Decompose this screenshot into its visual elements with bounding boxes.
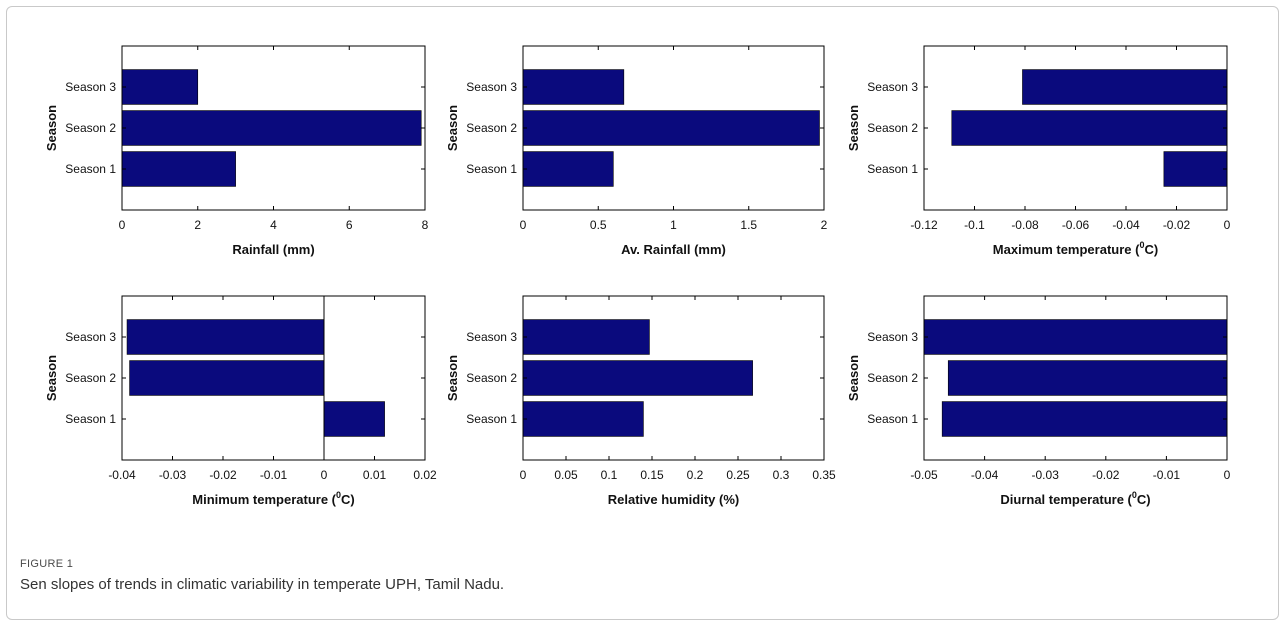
x-tick-label: -0.02 bbox=[1163, 218, 1191, 232]
bar-season-1 bbox=[941, 401, 1228, 437]
x-tick-label: 0 bbox=[1224, 468, 1231, 482]
x-tick-label: 0.1 bbox=[601, 468, 618, 482]
x-tick-label: 0.25 bbox=[726, 468, 750, 482]
x-tick-label: -0.05 bbox=[910, 468, 938, 482]
x-tick-label: -0.04 bbox=[108, 468, 136, 482]
y-axis-title: Season bbox=[846, 355, 861, 401]
x-tick-label: 0 bbox=[119, 218, 126, 232]
x-tick-label: 6 bbox=[346, 218, 353, 232]
y-tick-label: Season 3 bbox=[65, 330, 116, 344]
bar-season-3 bbox=[923, 319, 1228, 355]
x-tick-label: -0.01 bbox=[1153, 468, 1181, 482]
y-tick-label: Season 2 bbox=[466, 121, 517, 135]
chart-panel-6: -0.05 -0.04 -0.03 -0.02 -0.01 0 Season 1 Season… bbox=[846, 295, 1231, 507]
bar-season-2 bbox=[951, 110, 1228, 146]
y-axis-title: Season bbox=[846, 105, 861, 151]
bar-season-1 bbox=[522, 401, 644, 437]
x-tick-label: 2 bbox=[194, 218, 201, 232]
x-tick-label: 0.2 bbox=[687, 468, 704, 482]
x-tick-label: 0.5 bbox=[590, 218, 607, 232]
y-axis-title: Season bbox=[44, 355, 59, 401]
x-axis-title: Av. Rainfall (mm) bbox=[621, 242, 726, 257]
chart-panel-4: -0.04 -0.03 -0.02 -0.01 0 0.01 0.02 Season 1 Sea… bbox=[44, 295, 437, 507]
y-tick-label: Season 2 bbox=[867, 371, 918, 385]
bar-season-1 bbox=[323, 401, 385, 437]
y-tick-label: Season 1 bbox=[867, 162, 918, 176]
figure-frame bbox=[6, 6, 1279, 620]
x-tick-label: -0.08 bbox=[1011, 218, 1039, 232]
x-tick-label: 0.15 bbox=[640, 468, 664, 482]
bar-season-3 bbox=[522, 69, 625, 105]
x-tick-label: -0.06 bbox=[1062, 218, 1090, 232]
bar-season-2 bbox=[129, 360, 325, 396]
bar-season-2 bbox=[522, 360, 753, 396]
bar-season-1 bbox=[121, 151, 236, 187]
x-axis-title: Relative humidity (%) bbox=[608, 492, 739, 507]
x-tick-label: 8 bbox=[422, 218, 429, 232]
bar-season-2 bbox=[121, 110, 422, 146]
x-tick-label: -0.12 bbox=[910, 218, 938, 232]
chart-panel-1: 0 2 4 6 8 Season 1 Season 2 Season 3 Season Rainf… bbox=[44, 45, 429, 257]
x-tick-label: 4 bbox=[270, 218, 277, 232]
x-tick-label: 1.5 bbox=[740, 218, 757, 232]
x-tick-label: -0.02 bbox=[1092, 468, 1120, 482]
x-tick-label: 0.02 bbox=[413, 468, 437, 482]
x-tick-label: -0.03 bbox=[159, 468, 187, 482]
x-tick-label: 0 bbox=[1224, 218, 1231, 232]
x-tick-label: -0.04 bbox=[1112, 218, 1140, 232]
x-tick-label: 0.3 bbox=[773, 468, 790, 482]
x-tick-label: -0.02 bbox=[209, 468, 237, 482]
y-axis-title: Season bbox=[44, 105, 59, 151]
bar-season-3 bbox=[522, 319, 650, 355]
y-tick-label: Season 2 bbox=[867, 121, 918, 135]
x-axis-title: Maximum temperature (0C) bbox=[993, 240, 1158, 257]
y-tick-label: Season 3 bbox=[867, 80, 918, 94]
y-axis-title: Season bbox=[445, 355, 460, 401]
bar-season-2 bbox=[522, 110, 820, 146]
x-axis-title: Minimum temperature (0C) bbox=[192, 490, 354, 507]
figure-caption: Sen slopes of trends in climatic variabi… bbox=[20, 576, 505, 593]
x-tick-label: 0 bbox=[321, 468, 328, 482]
y-axis-title: Season bbox=[445, 105, 460, 151]
x-axis-title: Rainfall (mm) bbox=[232, 242, 314, 257]
x-tick-label: 2 bbox=[821, 218, 828, 232]
chart-panel-5: 0 0.05 0.1 0.15 0.2 0.25 0.3 0.35 Season 1 Season… bbox=[445, 295, 836, 507]
x-tick-label: -0.1 bbox=[964, 218, 985, 232]
bar-season-2 bbox=[947, 360, 1228, 396]
y-tick-label: Season 2 bbox=[65, 121, 116, 135]
x-tick-label: -0.04 bbox=[971, 468, 999, 482]
y-tick-label: Season 2 bbox=[65, 371, 116, 385]
y-tick-label: Season 3 bbox=[65, 80, 116, 94]
x-tick-label: 0.05 bbox=[554, 468, 578, 482]
chart-panel-3: -0.12 -0.1 -0.08 -0.06 -0.04 -0.02 0 Season 1 Se… bbox=[846, 45, 1231, 257]
y-tick-label: Season 1 bbox=[65, 162, 116, 176]
bar-season-3 bbox=[126, 319, 325, 355]
chart-panel-2: 0 0.5 1 1.5 2 Season 1 Season 2 Season 3 Season A… bbox=[445, 45, 828, 257]
x-tick-label: 0.01 bbox=[363, 468, 387, 482]
x-tick-label: 1 bbox=[670, 218, 677, 232]
bar-season-1 bbox=[1163, 151, 1228, 187]
x-tick-label: 0 bbox=[520, 218, 527, 232]
y-tick-label: Season 1 bbox=[466, 412, 517, 426]
x-tick-label: -0.01 bbox=[260, 468, 288, 482]
bar-season-1 bbox=[522, 151, 614, 187]
y-tick-label: Season 3 bbox=[466, 330, 517, 344]
figure-label: FIGURE 1 bbox=[20, 558, 74, 570]
x-axis-title: Diurnal temperature (0C) bbox=[1000, 490, 1150, 507]
y-tick-label: Season 3 bbox=[466, 80, 517, 94]
y-tick-label: Season 1 bbox=[466, 162, 517, 176]
x-tick-label: 0 bbox=[520, 468, 527, 482]
x-tick-label: -0.03 bbox=[1032, 468, 1060, 482]
y-tick-label: Season 1 bbox=[65, 412, 116, 426]
bar-season-3 bbox=[121, 69, 199, 105]
y-tick-label: Season 3 bbox=[867, 330, 918, 344]
x-tick-label: 0.35 bbox=[812, 468, 836, 482]
y-tick-label: Season 2 bbox=[466, 371, 517, 385]
y-tick-label: Season 1 bbox=[867, 412, 918, 426]
bar-season-3 bbox=[1022, 69, 1228, 105]
